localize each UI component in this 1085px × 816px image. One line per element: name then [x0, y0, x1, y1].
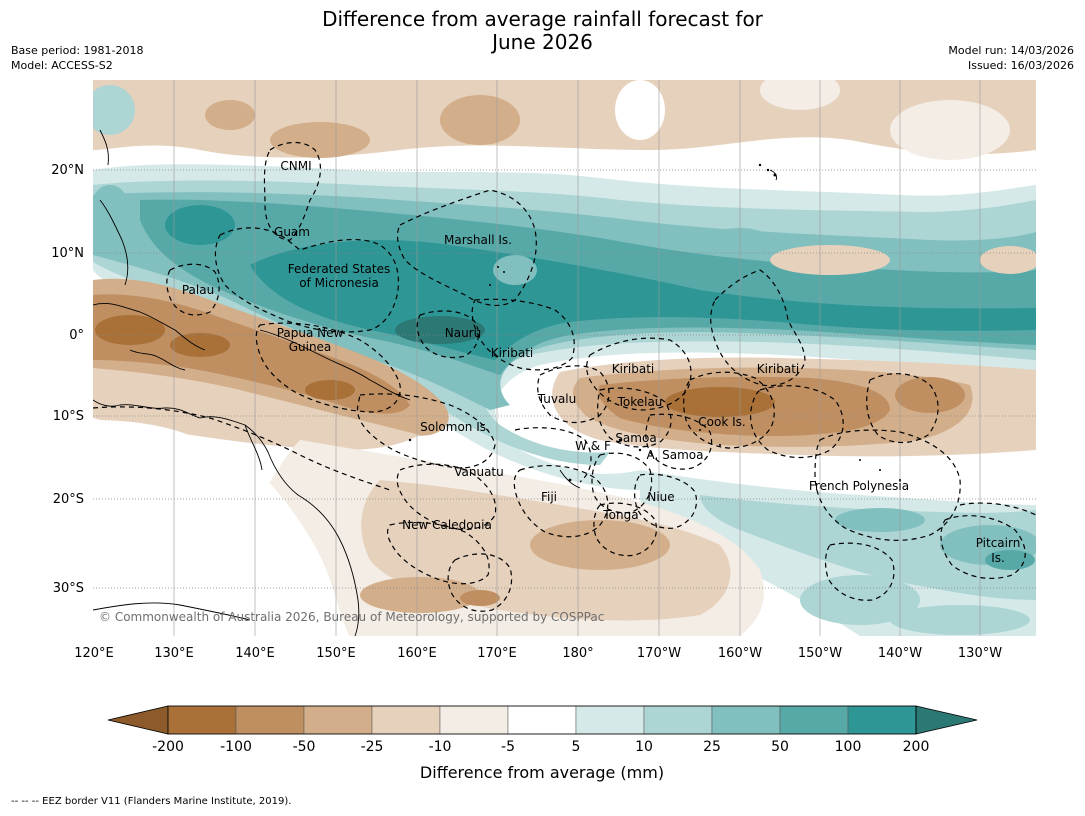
model-info: Base period: 1981-2018 Model: ACCESS-S2 — [11, 43, 143, 73]
colorbar-segment — [167, 705, 237, 735]
colorbar-segment — [507, 705, 577, 735]
lat-label: 20°S — [53, 492, 84, 507]
latitude-lines — [93, 169, 1036, 589]
colorbar-extend-high — [915, 705, 978, 735]
lon-label: 160°E — [397, 646, 437, 661]
colorbar-tick-label: 50 — [771, 739, 789, 755]
colorbar-tick-label: -10 — [429, 739, 452, 755]
label-marshall: Marshall Is. — [444, 233, 512, 247]
colorbar-tick-label: -50 — [293, 739, 316, 755]
label-kiribati-central: Kiribati — [612, 362, 654, 376]
label-new-caledonia: New Caledonia — [402, 518, 492, 532]
label-cook: Cook Is. — [698, 415, 745, 429]
lon-label: 130°W — [958, 646, 1002, 661]
lon-label: 180° — [562, 646, 593, 661]
colorbar-tick-label: 10 — [635, 739, 653, 755]
region-labels: CNMI Guam Marshall Is. Federated States … — [182, 159, 1020, 565]
colorbar: -200 -100 -50 -25 -10 -5 5 10 25 50 100 200 — [107, 705, 978, 755]
colorbar-tick-label: 100 — [835, 739, 862, 755]
label-fiji: Fiji — [541, 490, 557, 504]
lon-label: 150°E — [316, 646, 356, 661]
model-name: Model: ACCESS-S2 — [11, 59, 113, 72]
colorbar-tick-label: -200 — [152, 739, 184, 755]
colorbar-tick-label: 200 — [903, 739, 930, 755]
longitude-labels: 120°E 130°E 140°E 150°E 160°E 170°E 180°… — [74, 646, 1002, 661]
colorbar-tick-label: 25 — [703, 739, 721, 755]
label-solomon: Solomon Is. — [420, 420, 490, 434]
label-fsm-1: Federated States — [288, 262, 390, 276]
copyright-text: © Commonwealth of Australia 2026, Bureau… — [99, 610, 604, 624]
label-palau: Palau — [182, 283, 214, 297]
base-period: Base period: 1981-2018 — [11, 44, 144, 57]
colorbar-segment — [643, 705, 713, 735]
label-kiribati-east: Kiribati — [757, 362, 799, 376]
lat-label: 20°N — [51, 163, 84, 178]
label-french-polynesia: French Polynesia — [809, 479, 909, 493]
small-islands — [408, 163, 901, 482]
lon-label: 120°E — [74, 646, 114, 661]
colorbar-segment — [711, 705, 781, 735]
title-line-1: Difference from average rainfall forecas… — [322, 7, 763, 31]
colorbar-segment — [847, 705, 917, 735]
colorbar-segment — [575, 705, 645, 735]
lat-label: 0° — [69, 328, 84, 343]
label-pitcairn-2: Is. — [991, 551, 1005, 565]
colorbar-segment — [303, 705, 373, 735]
label-tuvalu: Tuvalu — [537, 392, 577, 406]
lat-label: 30°S — [53, 581, 84, 596]
label-tonga: Tonga — [602, 508, 638, 522]
label-niue: Niue — [647, 490, 674, 504]
latitude-labels: 20°N 10°N 0° 10°S 20°S 30°S — [51, 163, 84, 596]
lat-label: 10°S — [53, 409, 84, 424]
title-line-2: June 2026 — [492, 30, 593, 54]
label-samoa: Samoa — [615, 431, 656, 445]
label-pitcairn-1: Pitcairn — [976, 536, 1021, 550]
label-kiribati-west: Kiribati — [491, 346, 533, 360]
label-wallis-futuna: W & F — [575, 439, 611, 453]
colorbar-segment — [235, 705, 305, 735]
colorbar-tick-label: -25 — [361, 739, 384, 755]
lat-label: 10°N — [51, 246, 84, 261]
label-cnmi: CNMI — [280, 159, 311, 173]
rainfall-field — [93, 80, 1036, 636]
label-nauru: Nauru — [445, 326, 481, 340]
map-title: Difference from average rainfall forecas… — [0, 8, 1085, 54]
lon-label: 160°W — [718, 646, 762, 661]
eez-borders — [93, 141, 1036, 612]
label-vanuatu: Vanuatu — [454, 465, 504, 479]
lon-label: 140°W — [878, 646, 922, 661]
lon-label: 170°E — [477, 646, 517, 661]
label-png-1: Papua New — [277, 326, 344, 340]
colorbar-tick-label: -100 — [220, 739, 252, 755]
colorbar-tick-label: -5 — [501, 739, 515, 755]
lon-label: 130°E — [154, 646, 194, 661]
run-info: Model run: 14/03/2026 Issued: 16/03/2026 — [948, 43, 1074, 73]
label-guam: Guam — [274, 225, 310, 239]
colorbar-segment — [371, 705, 441, 735]
issued-date: Issued: 16/03/2026 — [967, 59, 1074, 72]
lon-label: 170°W — [637, 646, 681, 661]
label-png-2: Guinea — [289, 340, 332, 354]
label-fsm-2: of Micronesia — [299, 276, 379, 290]
eez-footnote: -- -- -- EEZ border V11 (Flanders Marine… — [11, 796, 292, 807]
label-american-samoa: A. Samoa — [647, 448, 704, 462]
colorbar-extend-low — [107, 705, 169, 735]
lon-label: 140°E — [235, 646, 275, 661]
model-run: Model run: 14/03/2026 — [948, 44, 1074, 57]
colorbar-label: Difference from average (mm) — [420, 763, 664, 782]
colorbar-tick-label: 5 — [572, 739, 581, 755]
lon-label: 150°W — [798, 646, 842, 661]
colorbar-segment — [779, 705, 849, 735]
label-tokelau: Tokelau — [617, 395, 663, 409]
gridlines — [173, 80, 981, 636]
colorbar-frame — [167, 705, 917, 735]
colorbar-segment — [439, 705, 509, 735]
